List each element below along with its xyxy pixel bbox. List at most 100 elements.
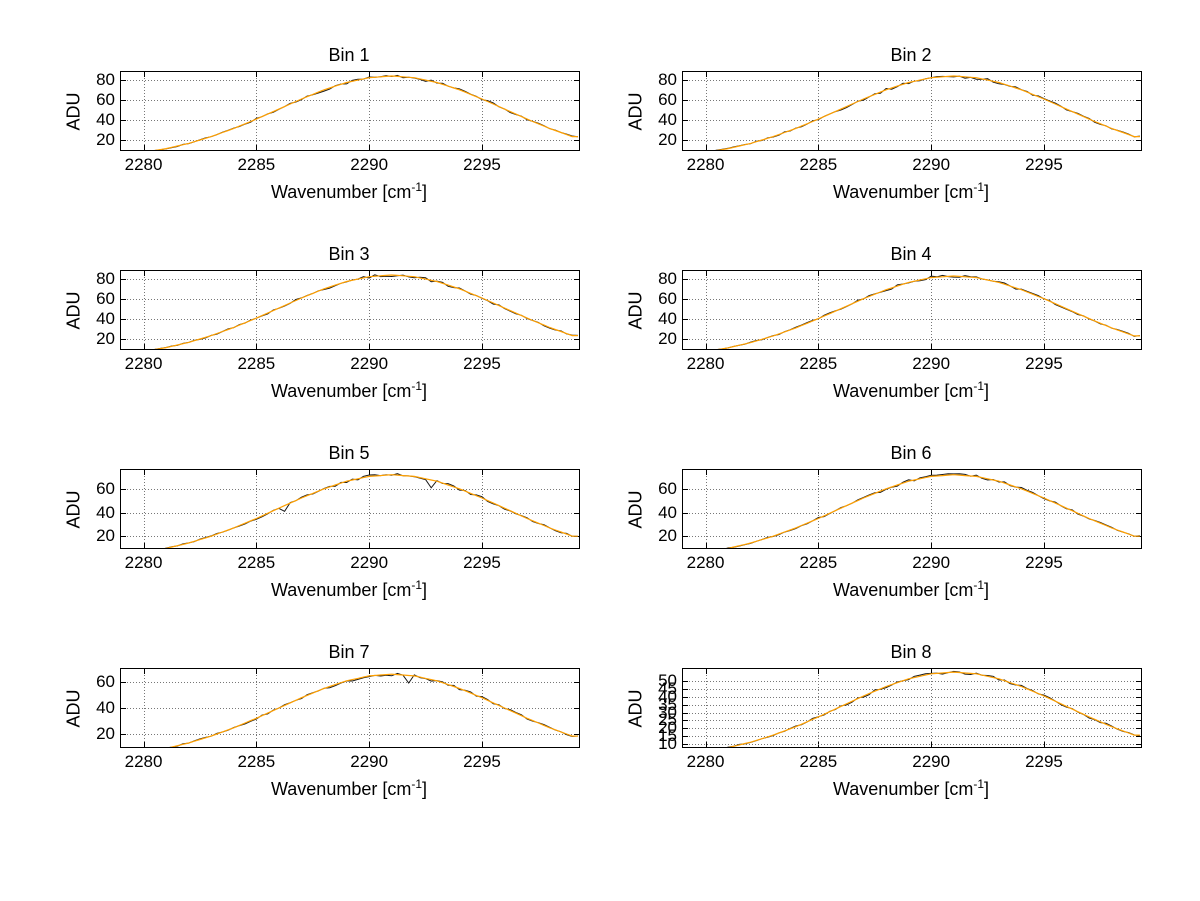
y-tick-labels: 20 40 60 80 — [84, 270, 120, 350]
fit-line — [154, 274, 578, 349]
y-axis-label: ADU — [625, 688, 646, 728]
x-axis-label: Wavenumber [cm-1] — [832, 578, 990, 600]
y-tick-label: 60 — [658, 289, 677, 308]
y-tick-label: 20 — [96, 329, 115, 348]
plot-canvas — [121, 72, 579, 150]
x-tick-label: 2295 — [463, 155, 501, 174]
x-tick-labels: 2280 2285 2290 2295 — [64, 748, 580, 774]
y-tick-label: 60 — [96, 90, 115, 109]
figure-canvas: Bin 1 ADU 20 40 60 80 2280 2285 2290 2295 Wave… — [63, 44, 1142, 799]
x-tick-label: 2285 — [237, 752, 276, 771]
plot-title: Bin 4 — [890, 244, 932, 264]
x-tick-label: 2280 — [124, 553, 163, 572]
plot-area — [120, 270, 580, 350]
y-tick-label: 20 — [658, 329, 677, 348]
y-axis-label: ADU — [625, 290, 646, 330]
plot-canvas — [683, 470, 1141, 548]
x-tick-label: 2285 — [237, 354, 276, 373]
plot-area — [682, 469, 1142, 549]
x-tick-label: 2295 — [1025, 354, 1063, 373]
plot-title: Bin 3 — [328, 244, 370, 264]
y-tick-label: 40 — [658, 110, 677, 129]
y-tick-label: 80 — [658, 269, 677, 288]
y-tick-labels: 20 40 60 80 — [646, 270, 682, 350]
y-tick-label: 60 — [96, 672, 115, 691]
x-tick-label: 2285 — [237, 155, 276, 174]
plot-canvas — [121, 271, 579, 349]
x-tick-label: 2285 — [799, 354, 838, 373]
plot-canvas — [683, 669, 1141, 747]
plot-title: Bin 2 — [890, 45, 932, 65]
x-tick-label: 2295 — [1025, 752, 1063, 771]
x-tick-label: 2295 — [463, 553, 501, 572]
fit-line — [164, 474, 578, 548]
y-tick-label: 40 — [96, 502, 115, 522]
plot-title: Bin 1 — [328, 45, 370, 65]
x-tick-labels: 2280 2285 2290 2295 — [64, 549, 580, 575]
x-tick-labels: 2280 2285 2290 2295 — [626, 748, 1142, 774]
y-tick-label: 40 — [658, 309, 677, 328]
plot-body: ADU 20 40 60 — [626, 469, 1142, 549]
plot-title: Bin 6 — [890, 443, 932, 463]
y-tick-label: 80 — [96, 70, 115, 89]
y-tick-label: 25 — [658, 710, 677, 730]
plot-title: Bin 8 — [890, 642, 932, 662]
x-tick-labels: 2280 2285 2290 2295 — [626, 549, 1142, 575]
y-tick-label: 40 — [96, 110, 115, 129]
x-tick-label: 2280 — [124, 752, 163, 771]
x-tick-label: 2295 — [463, 752, 501, 771]
y-tick-label: 20 — [658, 526, 677, 546]
y-tick-label: 60 — [96, 478, 115, 498]
x-axis-label: Wavenumber [cm-1] — [270, 180, 428, 202]
plot-area — [682, 668, 1142, 748]
x-tick-label: 2280 — [686, 155, 725, 174]
y-tick-label: 40 — [658, 502, 677, 522]
plot-canvas — [683, 271, 1141, 349]
plot-area — [120, 71, 580, 151]
x-tick-label: 2280 — [124, 155, 163, 174]
plot-body: ADU 20 40 60 80 — [64, 71, 580, 151]
y-axis-label: ADU — [63, 489, 84, 529]
x-tick-label: 2280 — [686, 752, 725, 771]
subplot-bin-6: Bin 6 ADU 20 40 60 2280 2285 2290 2295 Wavenu… — [626, 442, 1142, 614]
y-tick-labels: 20 40 60 80 — [84, 71, 120, 151]
measured-spectrum-line — [154, 274, 578, 349]
y-tick-label: 20 — [658, 130, 677, 149]
y-tick-label: 40 — [96, 698, 115, 717]
x-tick-label: 2285 — [237, 553, 276, 572]
fit-line — [716, 75, 1140, 150]
x-tick-labels: 2280 2285 2290 2295 — [626, 151, 1142, 177]
y-tick-label: 60 — [658, 90, 677, 109]
y-axis-label: ADU — [625, 489, 646, 529]
x-tick-label: 2290 — [912, 155, 951, 174]
x-tick-label: 2290 — [350, 354, 389, 373]
y-axis-label: ADU — [63, 91, 84, 131]
y-tick-labels: 20 40 60 80 — [646, 71, 682, 151]
y-tick-label: 80 — [658, 70, 677, 89]
plot-body: ADU 20 40 60 80 — [64, 270, 580, 350]
y-tick-label: 40 — [658, 687, 677, 707]
y-tick-label: 60 — [96, 289, 115, 308]
y-tick-label: 30 — [658, 702, 677, 722]
fit-line — [154, 75, 578, 150]
y-tick-labels: 20 40 60 — [84, 668, 120, 748]
y-tick-label: 20 — [96, 526, 115, 546]
y-tick-label: 20 — [96, 130, 115, 149]
y-tick-labels: 20 40 60 — [646, 469, 682, 549]
x-tick-label: 2290 — [350, 155, 389, 174]
y-tick-label: 50 — [658, 671, 677, 691]
measured-spectrum-line — [717, 274, 1140, 349]
y-tick-label: 80 — [96, 269, 115, 288]
x-tick-label: 2280 — [686, 553, 725, 572]
subplot-bin-5: Bin 5 ADU 20 40 60 2280 2285 2290 2295 Wavenu… — [64, 442, 580, 614]
x-axis-label: Wavenumber [cm-1] — [832, 379, 990, 401]
measured-spectrum-line — [715, 75, 1140, 150]
subplot-bin-2: Bin 2 ADU 20 40 60 80 2280 2285 2290 2295 Wave… — [626, 44, 1142, 216]
plot-area — [682, 71, 1142, 151]
y-tick-label: 45 — [658, 679, 677, 699]
plot-body: ADU 20 40 60 80 — [626, 270, 1142, 350]
y-axis-label: ADU — [63, 688, 84, 728]
x-tick-label: 2290 — [912, 553, 951, 572]
y-tick-label: 15 — [658, 726, 677, 746]
plot-area — [120, 469, 580, 549]
